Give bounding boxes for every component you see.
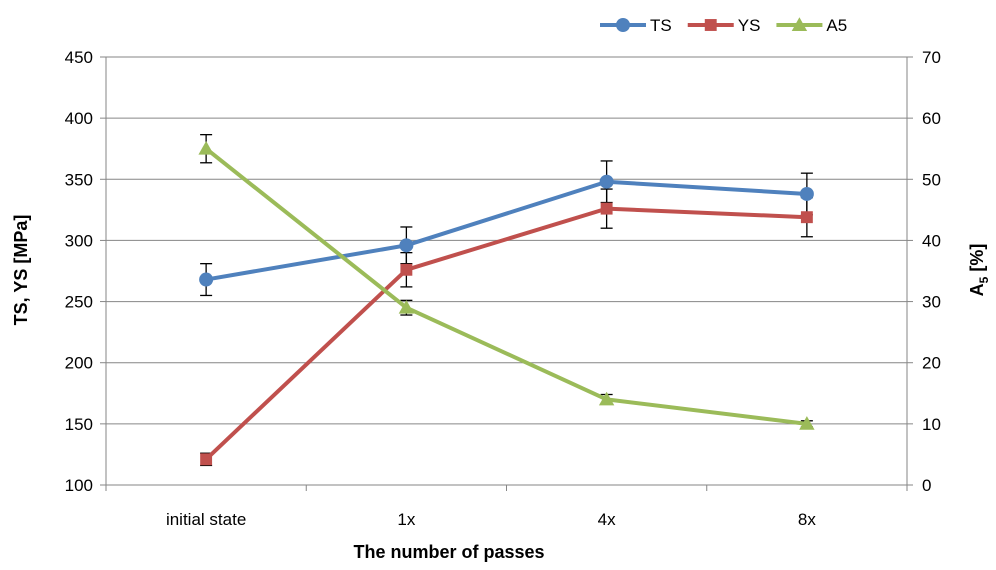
a5-point <box>799 416 815 430</box>
x-axis-title: The number of passes <box>353 542 544 562</box>
left-tick-label: 250 <box>65 293 93 312</box>
left-tick-label: 100 <box>65 476 93 495</box>
right-y-axis-title: A5 [%] <box>967 244 991 297</box>
ts-point <box>599 174 614 189</box>
left-tick-label: 400 <box>65 109 93 128</box>
right-tick-label: 0 <box>922 476 931 495</box>
a5-legend-marker <box>791 17 808 31</box>
ys-legend-marker <box>704 19 717 31</box>
right-y-axis-title-subscript: 5 <box>977 276 991 283</box>
ys-legend-label: YS <box>738 16 761 35</box>
right-tick-label: 30 <box>922 293 941 312</box>
ys-point <box>800 211 813 224</box>
a5-legend-label: A5 <box>826 16 847 35</box>
right-tick-label: 20 <box>922 354 941 373</box>
left-y-axis-ticks: 100 150 200 250 300 350 400 450 <box>65 48 106 495</box>
left-y-axis-title: TS, YS [MPa] <box>11 215 31 326</box>
ts-legend-marker <box>616 18 630 32</box>
ys-point <box>200 453 213 466</box>
x-tick-label: 1x <box>397 510 415 529</box>
right-tick-label: 10 <box>922 415 941 434</box>
ts-point <box>199 272 214 287</box>
ys-line <box>204 206 807 461</box>
left-tick-label: 300 <box>65 231 93 250</box>
left-tick-label: 350 <box>65 170 93 189</box>
right-y-axis-title-base: A <box>967 283 987 296</box>
x-axis-ticks: initial state 1x 4x 8x <box>105 485 908 529</box>
right-tick-label: 40 <box>922 231 941 250</box>
error-bars <box>200 134 813 467</box>
a5-point <box>398 299 415 314</box>
x-tick-label: 8x <box>798 510 816 529</box>
ts-legend-label: TS <box>650 16 672 35</box>
right-tick-label: 60 <box>922 109 941 128</box>
left-tick-label: 200 <box>65 354 93 373</box>
right-y-axis-ticks: 0 10 20 30 40 50 60 70 <box>907 48 941 495</box>
ts-point <box>799 186 814 201</box>
x-tick-label: initial state <box>166 510 246 529</box>
a5-point <box>198 141 214 155</box>
series-markers <box>198 141 815 466</box>
left-tick-label: 450 <box>65 48 93 67</box>
right-tick-label: 70 <box>922 48 941 67</box>
right-y-axis-title-unit: [%] <box>967 244 987 277</box>
left-tick-label: 150 <box>65 415 93 434</box>
ys-point <box>600 202 613 215</box>
a5-point <box>598 391 615 406</box>
legend: TS YS A5 <box>600 16 847 35</box>
ts-point <box>399 238 414 253</box>
ys-point <box>400 263 413 276</box>
a5-line <box>204 147 808 426</box>
x-tick-label: 4x <box>598 510 616 529</box>
right-tick-label: 50 <box>922 170 941 189</box>
series-lines <box>204 147 808 461</box>
ts-line <box>205 179 807 282</box>
